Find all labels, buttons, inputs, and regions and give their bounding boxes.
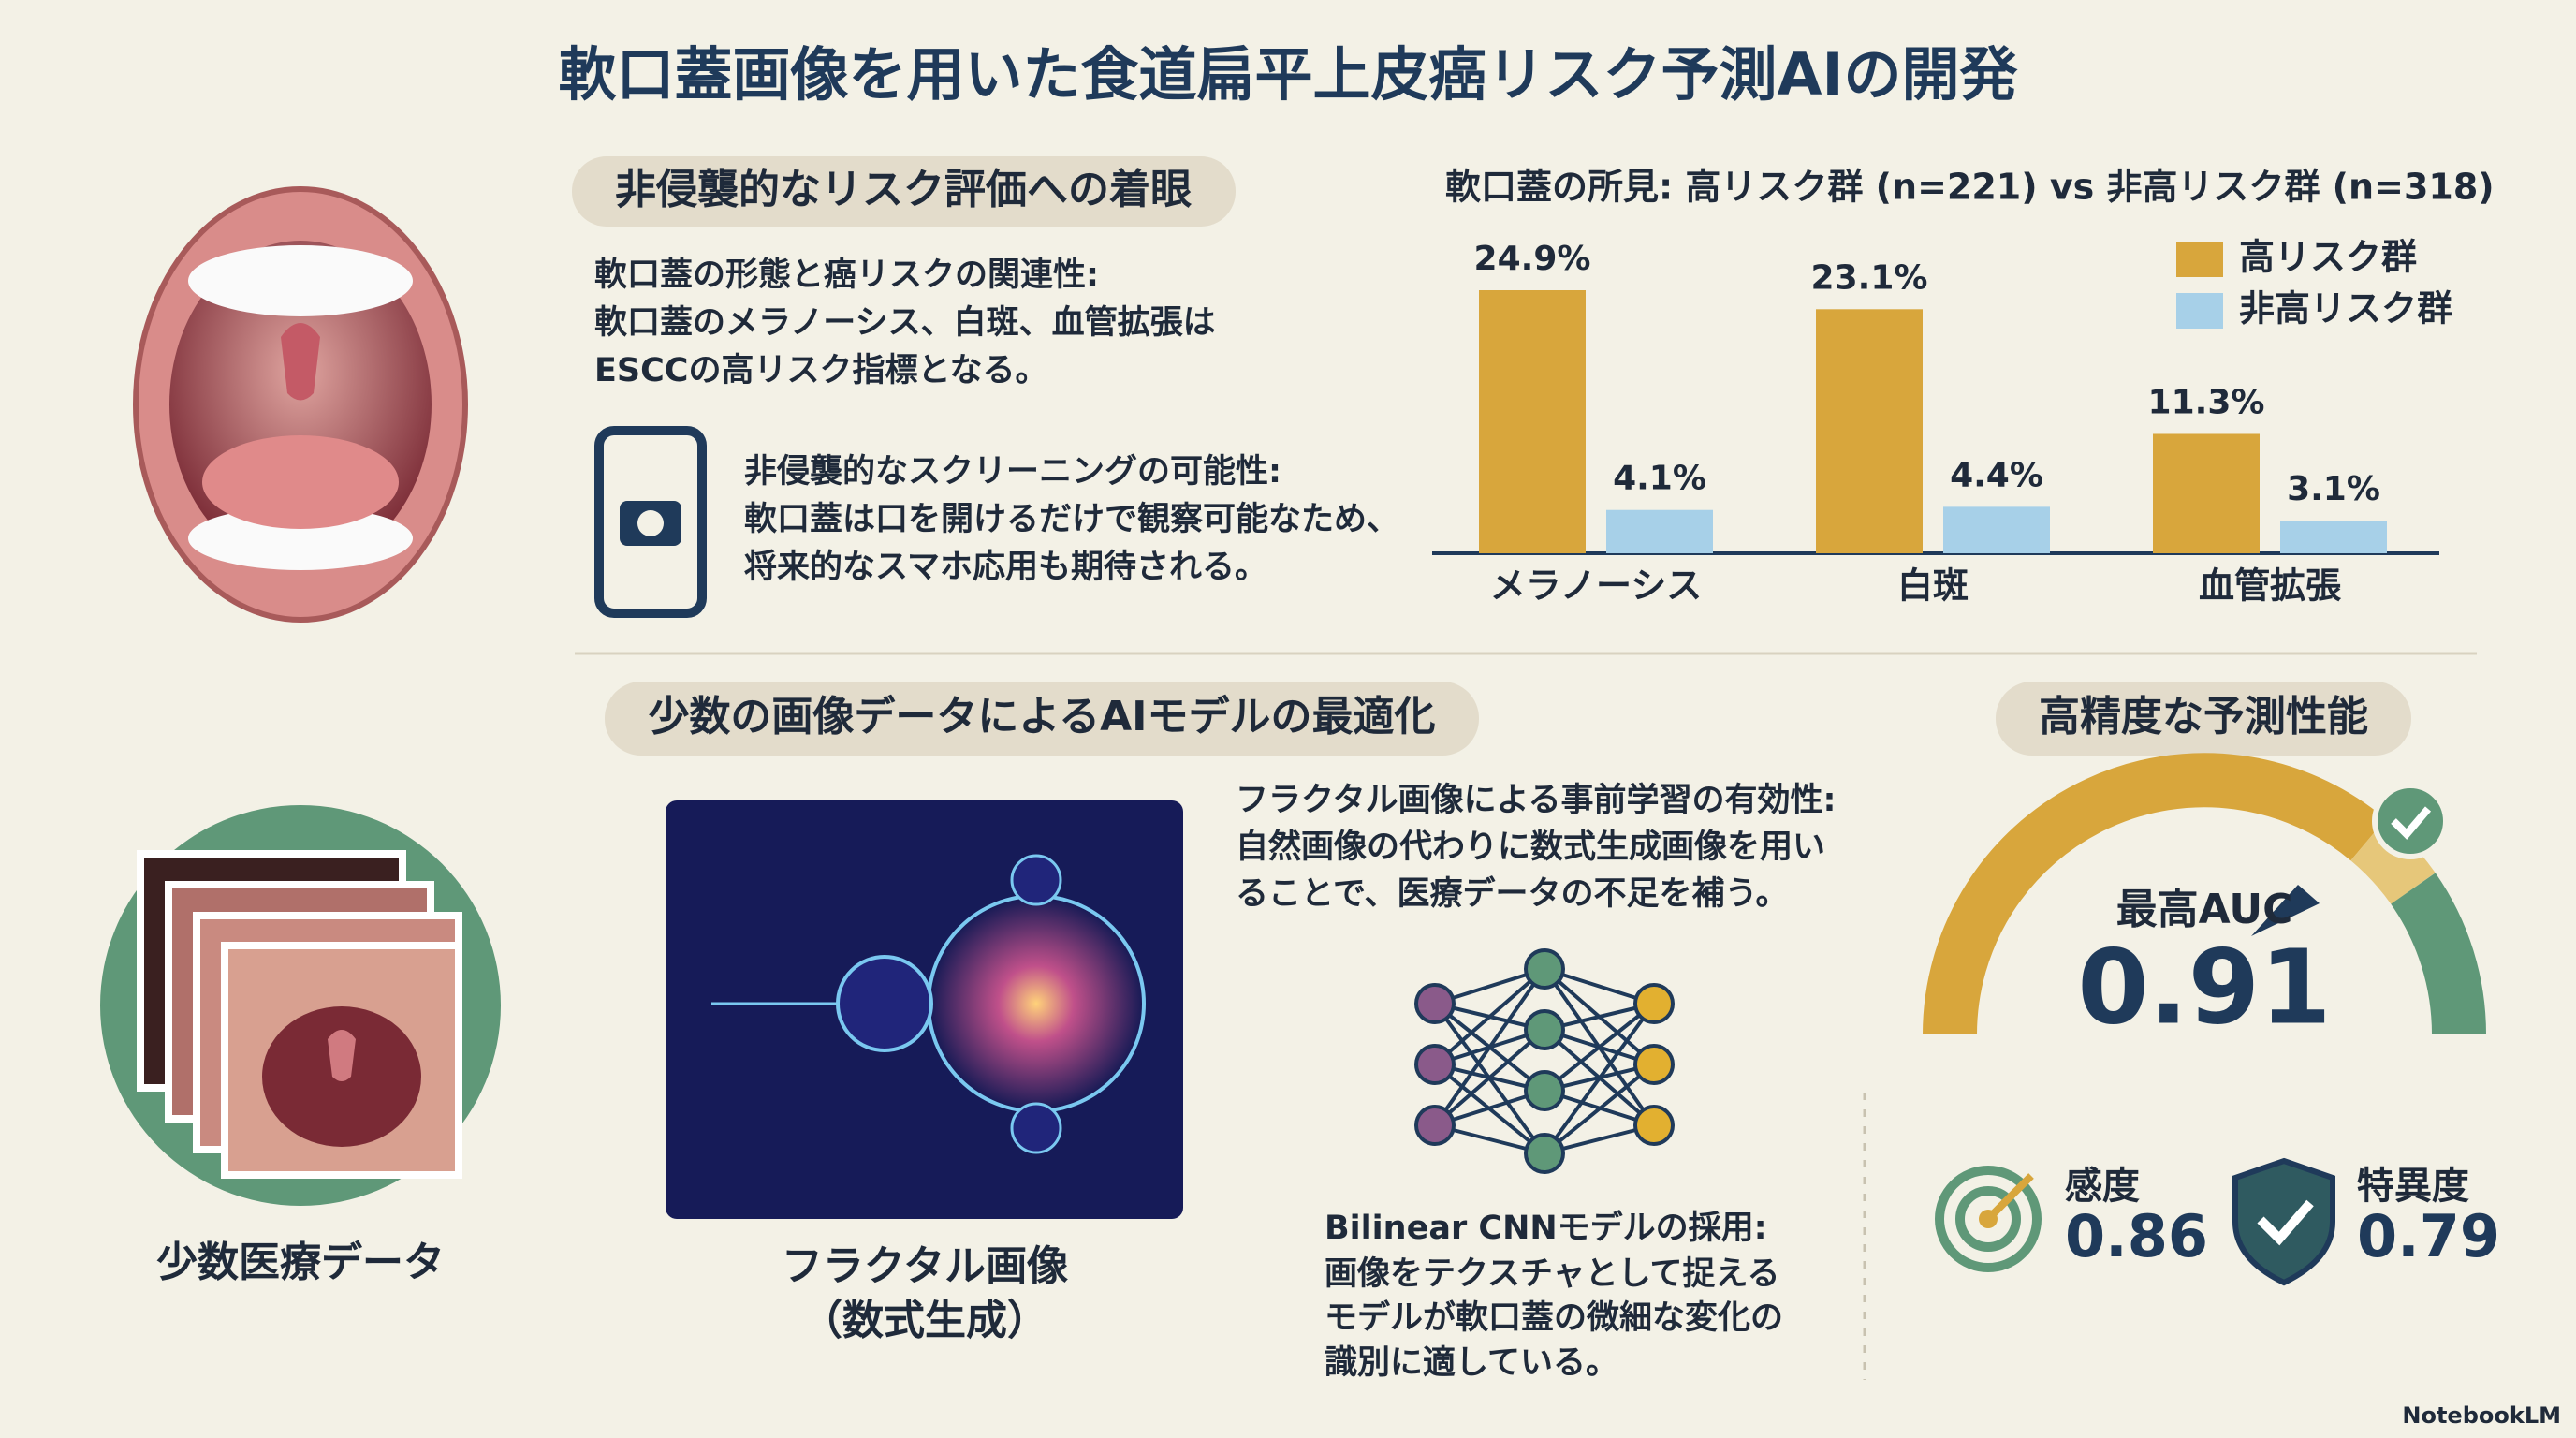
page-title: 軟口蓋画像を用いた食道扁平上皮癌リスク予測AIの開発 (558, 40, 2018, 109)
image-label: （数式生成） (801, 1297, 1048, 1344)
watermark: NotebookLM (2402, 1402, 2561, 1429)
x-tick-label: メラノーシス (1490, 565, 1702, 607)
data-label: 4.1% (1613, 460, 1706, 498)
bar (1816, 309, 1923, 553)
fractal-image (666, 800, 1183, 1219)
mouth-illustration (133, 186, 468, 623)
metric-label: 感度 (2065, 1165, 2140, 1208)
section-pill (572, 156, 1236, 227)
gauge (1923, 753, 2487, 1035)
point-text: 識別に適している。 (1325, 1344, 1618, 1382)
nn-node (1414, 1105, 1456, 1146)
bar (2153, 433, 2260, 553)
data-label: 11.3% (2148, 383, 2265, 421)
nn-edge (1543, 1002, 1656, 1155)
section-pill (605, 682, 1479, 756)
nn-node (1524, 1009, 1565, 1050)
point-text: ESCCの高リスク指標となる。 (594, 352, 1047, 389)
neural-network-icon (1414, 948, 1675, 1174)
nn-edge (1543, 1063, 1656, 1155)
point-text: 画像をテクスチャとして捉える (1325, 1255, 1780, 1293)
shield-icon (2232, 1157, 2335, 1286)
nn-node (1524, 1133, 1565, 1174)
legend-label: 高リスク群 (2239, 237, 2417, 278)
bar-chart: メラノーシス 24.9% 4.1% 白斑 23.1% 4.4% 血管拡張 11.3% 3.1% 高… (1432, 237, 2452, 607)
nn-node (1633, 1105, 1675, 1146)
section-heading: 非侵襲的なリスク評価への着眼 (615, 166, 1193, 213)
section-heading: 少数の画像データによるAIモデルの最適化 (648, 693, 1435, 741)
target-icon (1935, 1166, 2042, 1272)
nn-edge (1433, 967, 1546, 1127)
data-label: 3.1% (2287, 470, 2380, 508)
x-tick-label: 血管拡張 (2199, 565, 2342, 607)
point-title: フラクタル画像による事前学習の有効性: (1236, 782, 1837, 819)
nn-node (1414, 1044, 1456, 1085)
metric-label: 最高AUC (2116, 886, 2293, 933)
nn-node (1524, 1070, 1565, 1111)
metric-value: 0.91 (2077, 927, 2331, 1047)
metric-value: 0.79 (2357, 1202, 2500, 1270)
section-pill (1996, 682, 2411, 756)
bar (1479, 290, 1586, 553)
bar (1606, 509, 1713, 553)
metric-value: 0.86 (2065, 1202, 2208, 1270)
legend-swatch (2176, 242, 2223, 277)
point-text: 軟口蓋は口を開けるだけで観察可能なため、 (744, 501, 1399, 538)
point-text: ることで、医療データの不足を補う。 (1236, 874, 1788, 913)
bar (1943, 506, 2050, 553)
point-title: Bilinear CNNモデルの採用: (1325, 1209, 1767, 1247)
legend-swatch (2176, 293, 2223, 329)
point-text: 将来的なスマホ応用も期待される。 (744, 549, 1267, 586)
medical-images-icon (100, 805, 501, 1206)
point-text: モデルが軟口蓋の微細な変化の (1325, 1299, 1783, 1337)
nn-node (1524, 948, 1565, 990)
phone-icon (594, 426, 707, 618)
point-text: 軟口蓋のメラノーシス、白斑、血管拡張は (594, 304, 1216, 342)
nn-edge (1433, 967, 1546, 1066)
section-heading: 高精度な予測性能 (2039, 693, 2368, 741)
legend-label: 非高リスク群 (2239, 288, 2452, 330)
nn-node (1633, 1044, 1675, 1085)
data-label: 4.4% (1950, 456, 2043, 494)
bar (2280, 521, 2387, 553)
data-label: 24.9% (1474, 240, 1591, 278)
point-text: 自然画像の代わりに数式生成画像を用い (1236, 828, 1825, 866)
image-label: 少数医療データ (156, 1239, 445, 1286)
metric-label: 特異度 (2357, 1165, 2469, 1208)
x-tick-label: 白斑 (1897, 565, 1969, 607)
chart-title: 軟口蓋の所見: 高リスク群 (n=221) vs 非高リスク群 (n=318) (1445, 167, 2495, 208)
point-title: 軟口蓋の形態と癌リスクの関連性: (594, 257, 1099, 294)
data-label: 23.1% (1811, 258, 1928, 297)
point-title: 非侵襲的なスクリーニングの可能性: (744, 453, 1281, 491)
nn-edge (1543, 1002, 1656, 1093)
nn-edge (1433, 1028, 1546, 1127)
nn-node (1414, 983, 1456, 1024)
image-label: フラクタル画像 (782, 1242, 1068, 1290)
nn-node (1633, 983, 1675, 1024)
